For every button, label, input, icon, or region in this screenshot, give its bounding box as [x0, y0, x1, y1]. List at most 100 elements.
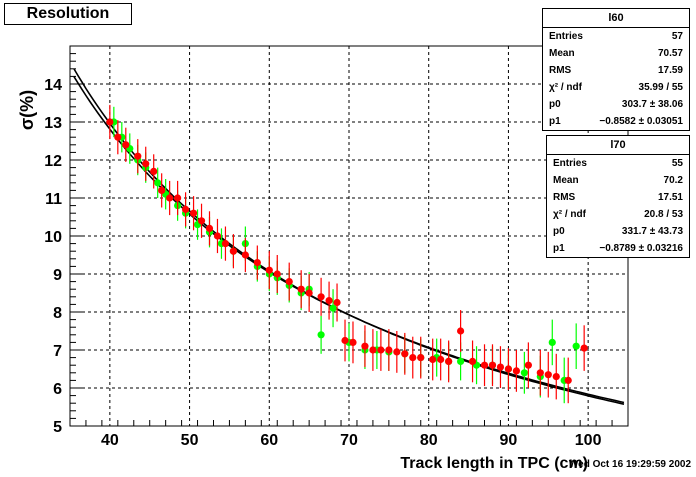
- data-point-l70: [253, 245, 261, 280]
- data-point-l60: [520, 351, 528, 394]
- data-point-l60: [126, 133, 134, 164]
- data-point-l70: [369, 329, 377, 371]
- data-point-l60: [162, 179, 170, 210]
- marker: [417, 354, 425, 362]
- marker: [122, 141, 130, 149]
- stats-row-p0: p0 331.7 ± 43.73: [553, 226, 683, 237]
- data-point-l70: [213, 218, 222, 254]
- marker: [520, 369, 528, 377]
- data-point-l70: [580, 325, 588, 371]
- stats-row-entries: Entries 57: [549, 31, 683, 42]
- data-point-l70: [512, 350, 521, 392]
- data-point-l70: [174, 180, 182, 216]
- marker: [150, 167, 158, 175]
- marker: [317, 331, 325, 339]
- marker: [325, 297, 333, 305]
- data-point-l60: [329, 289, 337, 328]
- marker: [253, 259, 261, 267]
- marker: [512, 367, 521, 375]
- marker: [488, 361, 497, 369]
- data-point-l70: [552, 353, 560, 400]
- data-point-l70: [496, 346, 505, 388]
- marker: [273, 270, 281, 278]
- data-point-l70: [536, 350, 544, 396]
- data-point-l70: [265, 251, 273, 290]
- title-box: Resolution: [4, 3, 132, 25]
- marker: [536, 369, 544, 377]
- marker: [142, 160, 150, 168]
- data-point-l70: [457, 310, 465, 352]
- data-point-l70: [285, 262, 293, 301]
- x-tick-label: 40: [101, 432, 119, 449]
- data-point-l70: [437, 338, 445, 381]
- data-point-l70: [273, 255, 281, 293]
- data-point-l70: [205, 211, 214, 246]
- marker: [333, 298, 341, 307]
- x-tick-label: 50: [181, 432, 199, 449]
- chart-title: Resolution: [26, 5, 110, 22]
- marker: [158, 186, 166, 194]
- data-point-l70: [189, 196, 198, 231]
- timestamp: Wed Oct 16 19:29:59 2002: [569, 459, 692, 470]
- marker: [349, 338, 357, 346]
- marker: [457, 327, 465, 335]
- data-point-l70: [122, 127, 130, 162]
- axes: 40 50 60 70 80 90 100 5 6 7 8 9 10 11 12 13 14: [44, 45, 629, 449]
- data-point-l70: [524, 342, 532, 388]
- marker: [564, 376, 572, 384]
- data-point-l70: [488, 344, 497, 387]
- data-point-l70: [544, 351, 552, 398]
- marker: [265, 266, 273, 274]
- y-tick-label: 11: [45, 191, 62, 208]
- data-point-l70: [377, 329, 385, 371]
- y-tick-label: 12: [44, 153, 62, 170]
- data-point-l60: [317, 315, 325, 354]
- x-tick-label: 100: [575, 432, 602, 449]
- marker: [205, 224, 214, 232]
- marker: [548, 338, 556, 346]
- data-point-l70: [197, 203, 206, 238]
- stats-row-mean: Mean 70.57: [549, 48, 683, 59]
- marker: [213, 232, 222, 240]
- marker: [106, 118, 114, 126]
- stats-row-p1: p1 −0.8789 ± 0.03216: [553, 243, 683, 254]
- data-point-l70: [333, 283, 341, 322]
- y-tick-label: 10: [44, 229, 62, 246]
- data-point-l70: [341, 319, 349, 362]
- stats-box-l70: l70 Entries 55 Mean 70.2 RMS 17.51 χ² / ndf…: [546, 135, 690, 258]
- marker: [385, 346, 393, 354]
- stats-row-mean: Mean 70.2: [553, 175, 683, 186]
- marker: [317, 293, 325, 301]
- data-point-l70: [158, 173, 166, 208]
- x-tick-label: 70: [340, 432, 358, 449]
- data-point-l70: [468, 340, 477, 383]
- data-point-l70: [241, 237, 249, 273]
- data-point-l60: [472, 346, 481, 385]
- marker: [393, 348, 401, 356]
- stats-row-chi2: χ² / ndf 20.8 / 53: [553, 209, 683, 220]
- data-point-l70: [325, 281, 333, 320]
- data-point-l70: [114, 120, 122, 155]
- data-point-l70: [401, 332, 409, 375]
- marker: [524, 361, 532, 369]
- x-tick-label: 60: [260, 432, 278, 449]
- y-axis-label: σ(%): [17, 90, 37, 130]
- data-point-l70: [349, 321, 357, 364]
- data-point-l70: [480, 344, 489, 387]
- data-point-l70: [134, 139, 142, 174]
- marker: [229, 247, 238, 255]
- marker: [377, 346, 385, 354]
- data-point-l70: [445, 340, 453, 383]
- data-point-l70: [221, 226, 230, 261]
- data-point-l70: [317, 277, 325, 316]
- data-point-l70: [385, 329, 393, 371]
- stats-row-rms: RMS 17.51: [553, 192, 683, 203]
- stats-row-p0: p0 303.7 ± 38.06: [549, 99, 683, 110]
- data-point-l70: [417, 336, 425, 379]
- data-points: [106, 104, 588, 404]
- stats-box-l60: l60 Entries 57 Mean 70.57 RMS 17.59 χ² / nd…: [542, 8, 690, 131]
- data-point-l60: [548, 319, 556, 366]
- marker: [241, 251, 249, 259]
